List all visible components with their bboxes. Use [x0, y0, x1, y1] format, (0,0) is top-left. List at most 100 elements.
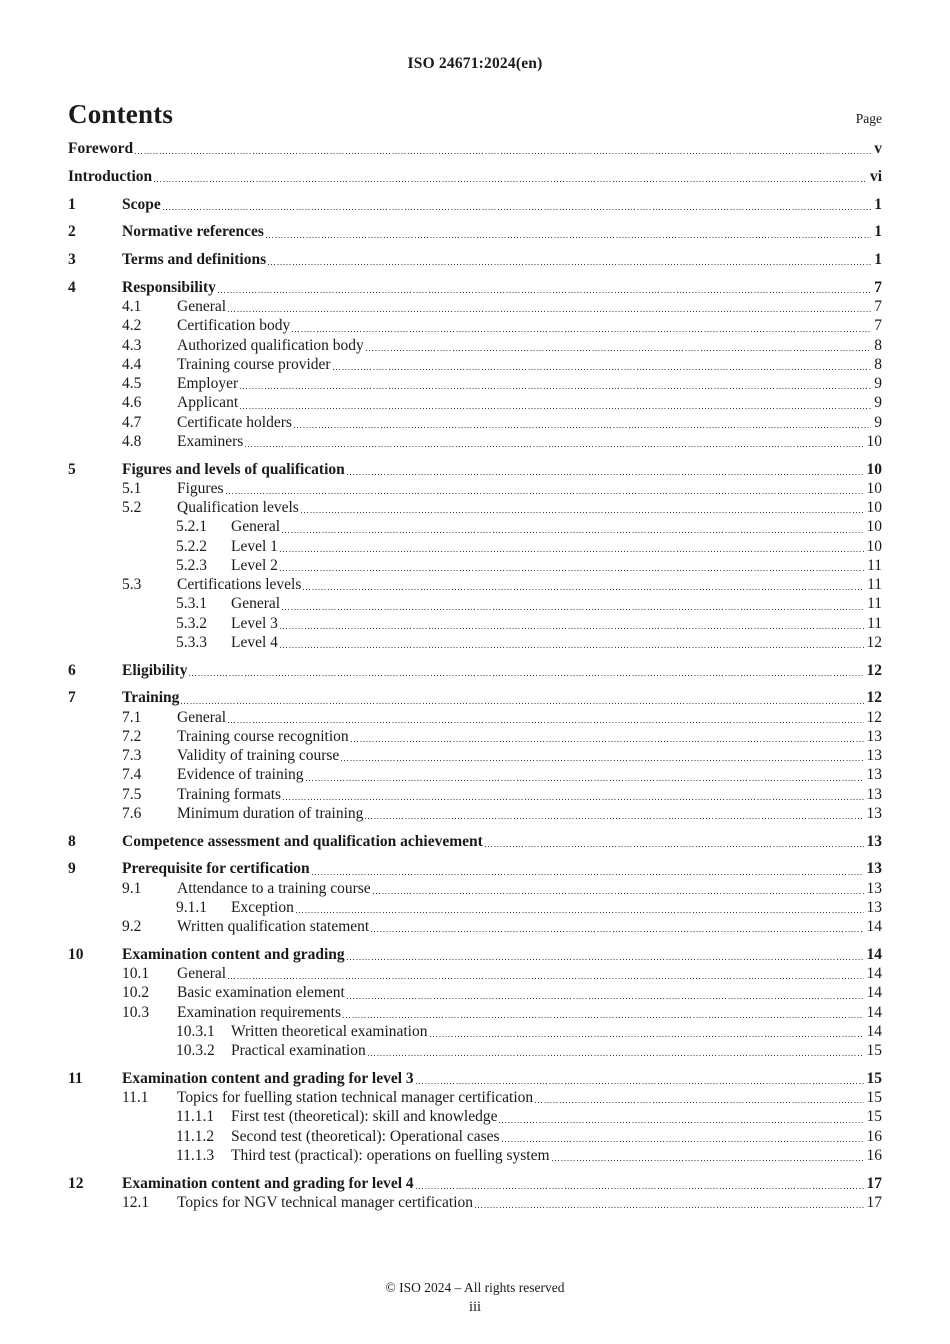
toc-entry[interactable]: 5.2.2 Level 1 10	[68, 536, 882, 556]
dot-leader-icon	[367, 1041, 864, 1061]
dot-leader-icon	[279, 632, 864, 652]
toc-entry-number: 8	[68, 832, 76, 850]
toc-entry-title: Exception	[231, 898, 294, 916]
toc-entry-number: 5	[68, 460, 76, 478]
toc-entry[interactable]: 10 Examination content and grading 14	[68, 944, 883, 964]
toc-entry-page: vi	[869, 167, 882, 185]
toc-entry[interactable]: 7 Training 12	[68, 688, 882, 708]
dot-leader-icon	[135, 139, 872, 159]
dot-leader-icon	[484, 831, 864, 851]
toc-entry-number: 4	[68, 278, 76, 296]
toc-entry[interactable]: 10.3.1 Written theoretical examination 1…	[68, 1021, 882, 1041]
dot-leader-icon	[282, 517, 864, 537]
toc-entry[interactable]: 5.3.2 Level 3 11	[68, 613, 882, 633]
toc-entry[interactable]: 4.5 Employer 9	[68, 374, 882, 394]
toc-entry[interactable]: 11.1.3 Third test (practical): operation…	[68, 1145, 882, 1165]
toc-entry-number: 5.3.2	[176, 614, 207, 632]
toc-entry[interactable]: 7.5 Training formats 13	[68, 784, 882, 804]
toc-entry[interactable]: 11 Examination content and grading for l…	[68, 1068, 883, 1088]
toc-entry[interactable]: 10.2 Basic examination element 14	[68, 983, 882, 1003]
toc-entry-title: Topics for fuelling station technical ma…	[177, 1089, 534, 1106]
toc-entry[interactable]: 4.8 Examiners 10	[68, 431, 882, 451]
toc-entry[interactable]: 8 Competence assessment and qualificatio…	[68, 831, 882, 851]
dot-leader-icon	[343, 1002, 864, 1022]
dot-leader-icon	[501, 1126, 864, 1146]
toc-entry-number: 10.3.2	[176, 1042, 215, 1059]
toc-entry[interactable]: 5.2.3 Level 2 11	[68, 555, 882, 575]
toc-entry[interactable]: 12 Examination content and grading for l…	[68, 1173, 882, 1193]
toc-entry[interactable]: 5.3.1 General 11	[68, 594, 882, 614]
toc-entry-number: 5.2.3	[176, 556, 207, 574]
dot-leader-icon	[365, 803, 864, 823]
toc-entry-page: 7	[874, 317, 882, 335]
toc-entry-page: 12	[866, 661, 883, 679]
toc-entry[interactable]: 4 Responsibility 7	[68, 277, 882, 297]
toc-entry[interactable]: 7.2 Training course recognition 13	[68, 726, 882, 746]
dot-leader-icon	[268, 250, 872, 270]
toc-entry[interactable]: 5.2 Qualification levels 10	[68, 498, 882, 518]
toc-entry[interactable]: 6 Eligibility 12	[68, 660, 883, 680]
dot-leader-icon	[228, 297, 872, 317]
dot-leader-icon	[225, 478, 864, 498]
toc-entry[interactable]: 11.1 Topics for fuelling station technic…	[68, 1088, 882, 1108]
dot-leader-icon	[228, 964, 864, 984]
toc-entry-page: 15	[866, 1042, 883, 1059]
toc-entry-title: Level 4	[231, 633, 278, 651]
toc-entry-title: Authorized qualification body	[177, 336, 364, 354]
toc-entry[interactable]: 9.1.1 Exception 13	[68, 897, 883, 917]
toc-entry[interactable]: 3 Terms and definitions 1	[68, 250, 882, 270]
toc-entry-number: 7.2	[122, 727, 142, 745]
toc-entry-title: Examination content and grading	[122, 945, 345, 963]
toc-entry-page: 14	[866, 945, 883, 963]
toc-entry[interactable]: 10.3.2 Practical examination 15	[68, 1041, 883, 1061]
dot-leader-icon	[240, 393, 872, 413]
toc-entry[interactable]: 4.3 Authorized qualification body 8	[68, 335, 882, 355]
toc-entry[interactable]: 5.1 Figures 10	[68, 478, 882, 498]
toc-entry-number: 10.3.1	[176, 1022, 215, 1040]
toc-entry[interactable]: 4.1 General 7	[68, 297, 882, 317]
toc-entry[interactable]: 1 Scope 1	[68, 194, 882, 214]
toc-entry[interactable]: 9 Prerequisite for certification 13	[68, 859, 882, 879]
dot-leader-icon	[217, 277, 872, 297]
toc-entry-number: 5.2.1	[176, 518, 207, 536]
toc-entry[interactable]: 10.1 General 14	[68, 964, 882, 984]
toc-entry-page: 13	[866, 747, 883, 764]
dot-leader-icon	[551, 1145, 864, 1165]
toc-entry[interactable]: 5 Figures and levels of qualification 10	[68, 459, 883, 479]
toc-entry[interactable]: 4.2 Certification body 7	[68, 316, 882, 336]
toc-entry-page: 15	[866, 1069, 883, 1087]
toc-entry[interactable]: 12.1 Topics for NGV technical manager ce…	[68, 1192, 882, 1212]
toc-entry[interactable]: 2 Normative references 1	[68, 222, 882, 242]
toc-entry[interactable]: 5.3 Certifications levels 11	[68, 575, 882, 595]
toc-entry[interactable]: 4.7 Certificate holders 9	[68, 412, 882, 432]
toc-entry[interactable]: 10.3 Examination requirements 14	[68, 1002, 882, 1022]
toc-entry-title: Written theoretical examination	[231, 1022, 428, 1040]
toc-entry[interactable]: Foreword v	[68, 139, 882, 159]
toc-entry[interactable]: 5.3.3 Level 4 12	[68, 632, 882, 652]
toc-entry[interactable]: 11.1.2 Second test (theoretical): Operat…	[68, 1126, 882, 1146]
dot-leader-icon	[415, 1173, 864, 1193]
toc-entry[interactable]: 7.6 Minimum duration of training 13	[68, 803, 882, 823]
toc-entry[interactable]: 9.2 Written qualification statement 14	[68, 917, 882, 937]
toc-entry-page: 13	[866, 898, 883, 916]
toc-entry-page: 10	[866, 460, 883, 478]
toc-entry[interactable]: 7.3 Validity of training course 13	[68, 746, 883, 766]
toc-entry-title: General	[177, 708, 227, 726]
toc-entry[interactable]: 9.1 Attendance to a training course 13	[68, 878, 883, 898]
toc-entry-page: 13	[866, 879, 883, 897]
toc-entry[interactable]: 7.4 Evidence of training 13	[68, 765, 882, 785]
toc-entry[interactable]: 4.4 Training course provider 8	[68, 354, 882, 374]
toc-entry-page: 11	[867, 614, 882, 632]
toc-entry-title: Examination content and grading for leve…	[122, 1069, 414, 1087]
dot-leader-icon	[265, 222, 872, 242]
toc-entry[interactable]: 5.2.1 General 10	[68, 517, 882, 537]
toc-entry[interactable]: 11.1.1 First test (theoretical): skill a…	[68, 1107, 883, 1127]
toc-entry-page: 7	[874, 278, 882, 296]
toc-entry[interactable]: 4.6 Applicant 9	[68, 393, 882, 413]
dot-leader-icon	[303, 575, 865, 595]
toc-entry[interactable]: Introduction vi	[68, 166, 882, 186]
toc-entry[interactable]: 7.1 General 12	[68, 707, 882, 727]
toc-entry-page: 15	[866, 1108, 883, 1126]
dot-leader-icon	[295, 897, 864, 917]
dot-leader-icon	[305, 765, 864, 785]
